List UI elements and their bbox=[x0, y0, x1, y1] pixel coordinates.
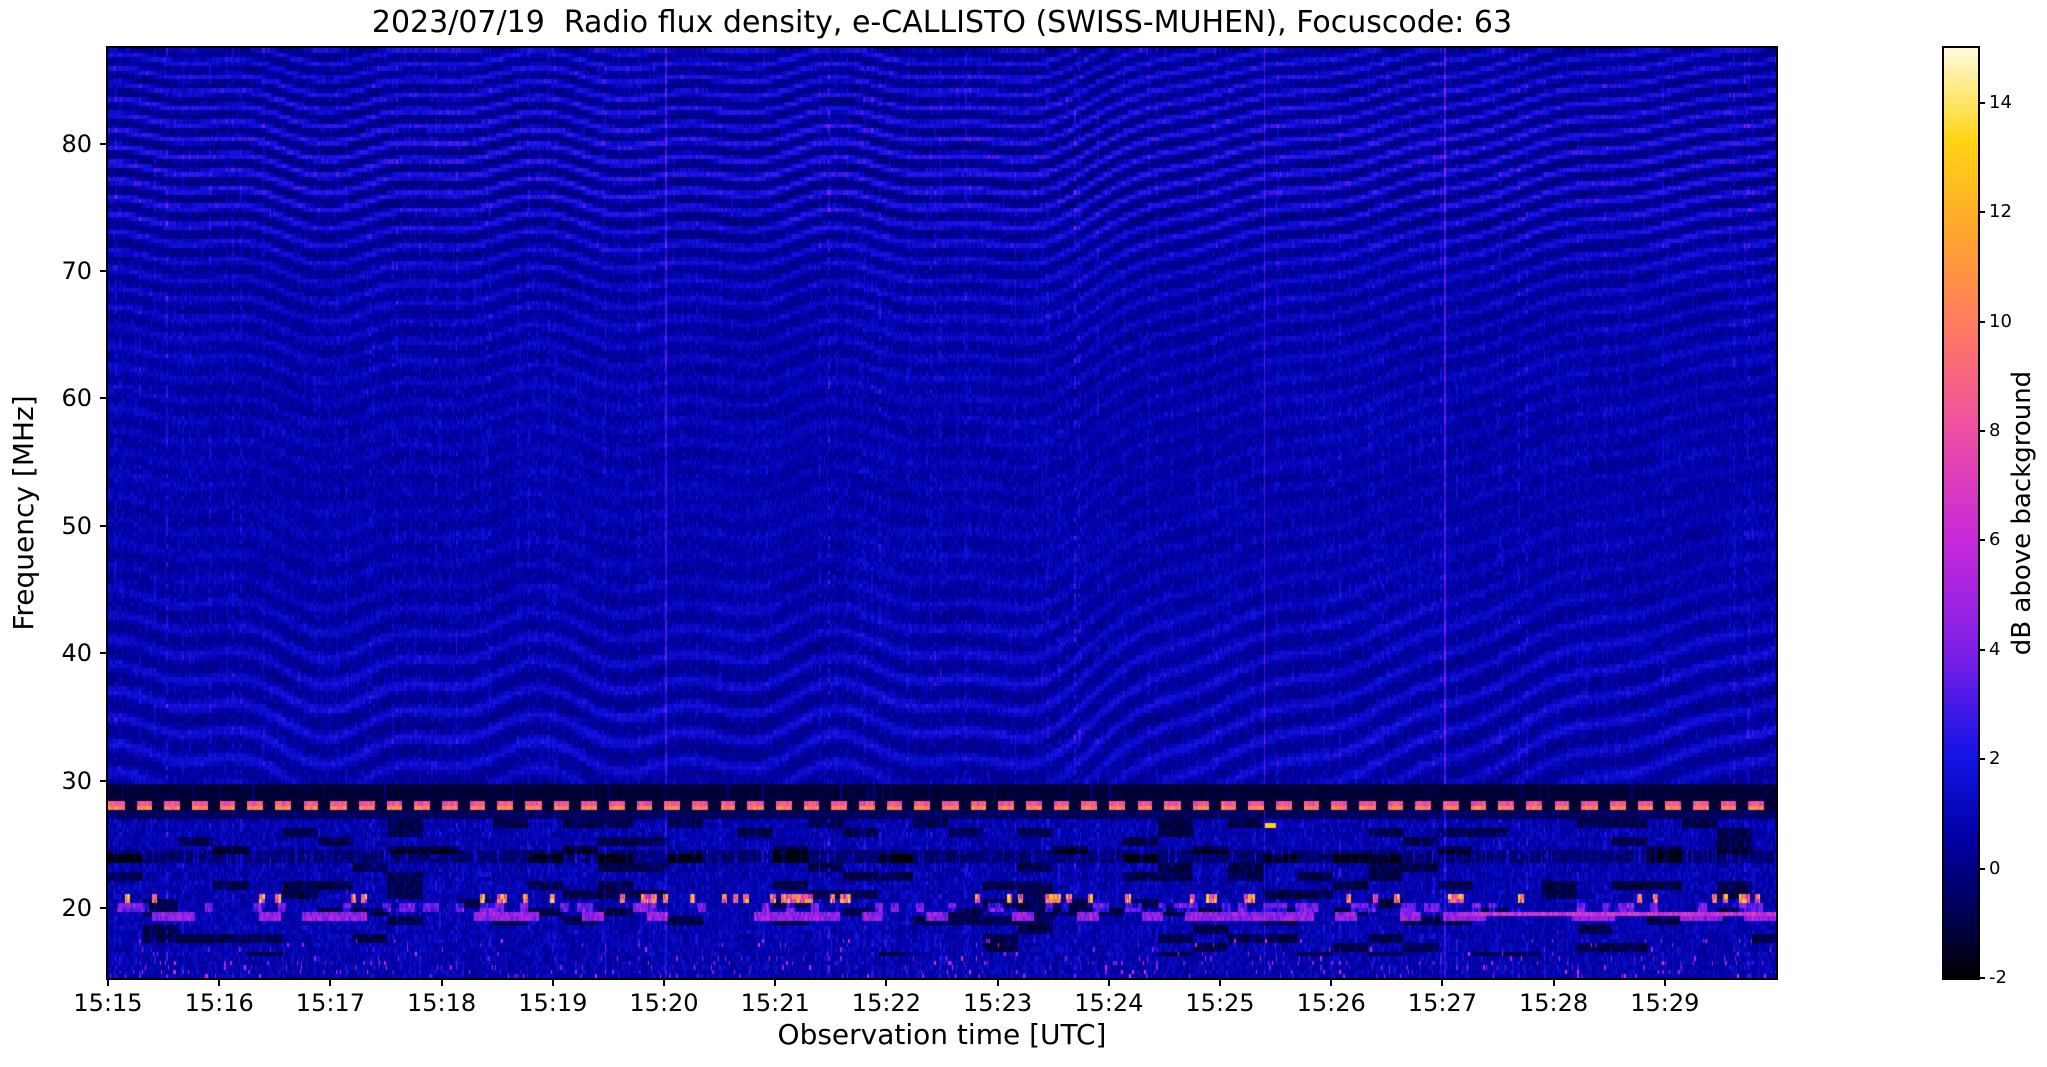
colorbar-tick-mark bbox=[1978, 320, 1985, 323]
y-tick-label: 40 bbox=[61, 639, 92, 668]
x-tick-mark bbox=[329, 978, 332, 986]
x-tick-mark bbox=[1219, 978, 1221, 986]
colorbar-tick-label: 0 bbox=[1989, 857, 2001, 879]
x-tick-label: 15:21 bbox=[740, 989, 810, 1017]
spectrogram-canvas bbox=[108, 48, 1776, 978]
y-tick-mark bbox=[100, 652, 108, 655]
x-axis-label: Observation time [UTC] bbox=[777, 1018, 1107, 1051]
x-tick-mark bbox=[440, 978, 443, 986]
x-tick-label: 15:27 bbox=[1407, 989, 1477, 1017]
x-tick-mark bbox=[1663, 978, 1666, 986]
colorbar-tick-mark bbox=[1978, 977, 1985, 979]
colorbar-tick-label: 8 bbox=[1989, 419, 2001, 441]
x-tick-mark bbox=[663, 978, 665, 986]
colorbar-tick-mark bbox=[1978, 539, 1985, 542]
x-tick-label: 15:19 bbox=[518, 989, 588, 1017]
x-tick-mark bbox=[107, 978, 109, 986]
x-tick-label: 15:15 bbox=[73, 989, 143, 1017]
colorbar-tick-mark bbox=[1978, 101, 1985, 104]
colorbar-tick-label: 12 bbox=[1989, 201, 2012, 223]
x-tick-label: 15:29 bbox=[1630, 989, 1700, 1017]
colorbar-label: dB above background bbox=[2007, 370, 2037, 656]
x-tick-label: 15:16 bbox=[184, 989, 254, 1017]
x-tick-mark bbox=[218, 978, 221, 986]
x-tick-label: 15:28 bbox=[1519, 989, 1589, 1017]
y-tick-label: 60 bbox=[61, 384, 92, 413]
y-tick-label: 80 bbox=[61, 129, 92, 158]
y-tick-label: 30 bbox=[61, 766, 92, 795]
x-tick-mark bbox=[1107, 978, 1110, 986]
colorbar-tick-label: 14 bbox=[1989, 91, 2012, 113]
colorbar-tick-mark bbox=[1978, 867, 1985, 870]
y-tick-mark bbox=[100, 906, 108, 909]
y-tick-mark bbox=[100, 524, 108, 527]
colorbar-tick-label: 10 bbox=[1989, 310, 2012, 332]
y-tick-mark bbox=[100, 142, 108, 145]
colorbar-gradient bbox=[1944, 48, 1978, 978]
x-tick-mark bbox=[774, 978, 777, 986]
x-tick-label: 15:18 bbox=[407, 989, 477, 1017]
colorbar-tick-label: 6 bbox=[1989, 529, 2001, 551]
x-tick-mark bbox=[1330, 978, 1333, 986]
y-tick-mark bbox=[100, 779, 108, 782]
x-tick-mark bbox=[996, 978, 999, 986]
colorbar-tick-label: 2 bbox=[1989, 748, 2001, 770]
x-tick-label: 15:25 bbox=[1185, 989, 1255, 1017]
y-tick-mark bbox=[100, 269, 108, 272]
x-tick-mark bbox=[1441, 978, 1444, 986]
x-tick-label: 15:20 bbox=[629, 989, 699, 1017]
x-tick-label: 15:23 bbox=[963, 989, 1033, 1017]
colorbar-tick-mark bbox=[1978, 429, 1985, 432]
colorbar-tick-mark bbox=[1978, 648, 1985, 651]
y-tick-label: 50 bbox=[61, 511, 92, 540]
x-tick-mark bbox=[551, 978, 554, 986]
y-tick-label: 20 bbox=[61, 893, 92, 922]
colorbar-tick-mark bbox=[1978, 758, 1985, 761]
colorbar-tick-mark bbox=[1978, 211, 1985, 214]
x-tick-label: 15:22 bbox=[851, 989, 921, 1017]
colorbar-tick-label: -2 bbox=[1989, 967, 2007, 988]
x-tick-mark bbox=[885, 978, 888, 986]
x-tick-label: 15:24 bbox=[1074, 989, 1144, 1017]
chart-title: 2023/07/19 Radio flux density, e-CALLIST… bbox=[371, 5, 1513, 40]
y-tick-label: 70 bbox=[61, 256, 92, 285]
x-tick-label: 15:17 bbox=[295, 989, 365, 1017]
x-tick-mark bbox=[1552, 978, 1555, 986]
y-tick-mark bbox=[100, 397, 108, 400]
x-tick-label: 15:26 bbox=[1296, 989, 1366, 1017]
colorbar-tick-label: 4 bbox=[1989, 638, 2001, 660]
